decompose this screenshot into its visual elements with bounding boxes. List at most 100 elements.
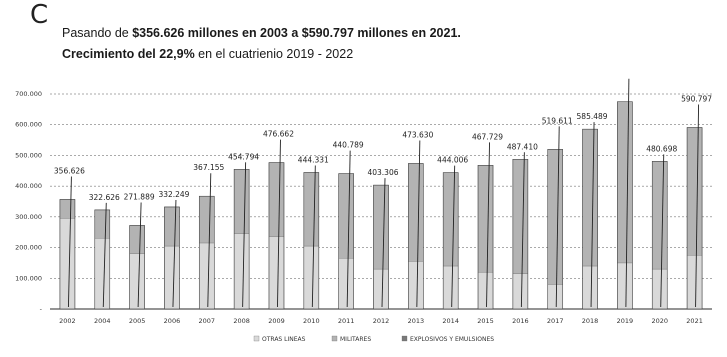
leader-line <box>555 126 560 308</box>
data-label: 440.789 <box>333 141 364 150</box>
bar <box>512 158 529 310</box>
bar <box>408 163 424 310</box>
leader-line <box>242 162 247 308</box>
leader-line <box>311 165 316 308</box>
bar-segment <box>59 218 76 310</box>
bar-segment <box>547 149 563 285</box>
leader-line <box>590 122 595 308</box>
data-label: 367.155 <box>193 163 224 172</box>
bar-segment <box>652 268 668 310</box>
bar <box>373 184 389 310</box>
bar-segment <box>443 172 459 267</box>
data-label: 322.626 <box>89 193 120 202</box>
bar <box>59 199 76 310</box>
x-tick-label: 2014 <box>442 317 459 325</box>
bar-segment <box>338 173 354 259</box>
legend-label: OTRAS LINEAS <box>262 336 306 343</box>
subheadline: Crecimiento del 22,9% en el cuatrienio 2… <box>62 47 461 61</box>
leader-line <box>416 140 421 308</box>
y-tick-label: 300.000 <box>15 213 42 221</box>
leader-line <box>277 139 281 308</box>
bar-segment <box>199 242 215 310</box>
leader-line <box>695 104 700 308</box>
x-tick-label: 2008 <box>233 317 250 325</box>
bar-segment <box>582 265 598 310</box>
subheadline-bold: Crecimiento del 22,9% <box>62 47 195 61</box>
x-tick-label: 2020 <box>651 317 668 325</box>
y-tick-label: 100.000 <box>15 274 42 282</box>
x-tick-label: 2009 <box>268 317 285 325</box>
data-label: 332.249 <box>158 190 189 199</box>
x-tick-label: 2002 <box>59 317 76 325</box>
bar-segment <box>443 265 459 310</box>
bar <box>338 173 354 310</box>
x-tick-label: 2013 <box>408 317 425 325</box>
x-tick-label: 2011 <box>338 317 355 325</box>
bar-segment <box>617 262 633 310</box>
bar-segment <box>268 236 285 310</box>
bar-segment <box>164 245 180 310</box>
data-label: 473.630 <box>402 131 433 140</box>
leader-line <box>451 165 456 308</box>
bar-segment <box>233 233 250 310</box>
bar-segment <box>268 162 285 237</box>
bar-segment <box>373 184 389 270</box>
bar-segment <box>512 159 529 274</box>
stacked-bar-chart: - 100.000 200.000 300.000 400.000 500.000 600.… <box>15 78 712 343</box>
bar <box>164 206 180 310</box>
y-tick-label: - <box>40 305 43 313</box>
bar <box>233 169 250 310</box>
x-tick-label: 2016 <box>512 317 529 325</box>
bar-segment <box>373 268 389 310</box>
bar-segment <box>582 129 598 267</box>
bar <box>651 161 668 310</box>
data-label: 480.698 <box>646 144 677 153</box>
x-tick-label: 2006 <box>164 317 181 325</box>
bar <box>268 162 285 310</box>
bar <box>94 209 111 310</box>
chart-header: Pasando de $356.626 millones en 2003 a $… <box>62 26 461 61</box>
x-tick-label: 2019 <box>617 317 634 325</box>
legend-swatch <box>253 335 260 342</box>
bar-segment <box>512 273 529 310</box>
legend-label: MILITARES <box>340 336 371 343</box>
data-label: 519.611 <box>542 116 573 125</box>
x-tick-label: 2010 <box>303 317 320 325</box>
bar <box>547 149 564 310</box>
bar-segment <box>652 161 668 270</box>
leader-line <box>520 152 525 308</box>
corner-letter: C <box>30 0 49 30</box>
data-label: 487.410 <box>507 142 538 151</box>
headline-prefix: Pasando de <box>62 26 133 40</box>
x-tick-label: 2018 <box>582 317 599 325</box>
leader-line <box>625 78 630 308</box>
bar <box>477 165 494 310</box>
legend-swatch <box>331 335 338 342</box>
legend-swatch <box>401 335 408 342</box>
bar-segment <box>477 165 494 273</box>
data-label: 444.006 <box>437 156 468 165</box>
leader-line <box>660 154 665 308</box>
data-label: 444.331 <box>298 156 329 165</box>
data-label: 454.794 <box>228 152 259 161</box>
bar-segment <box>408 163 424 262</box>
bar <box>442 172 459 310</box>
data-label: 467.729 <box>472 132 503 141</box>
bar <box>303 172 320 310</box>
x-tick-label: 2021 <box>686 317 703 325</box>
data-label: 590.797 <box>681 95 712 104</box>
leader-line <box>137 202 142 308</box>
bar-segment <box>338 258 354 310</box>
bar <box>617 101 633 310</box>
bar-segment <box>233 169 250 234</box>
leader-line <box>381 178 386 308</box>
bar-segment <box>199 196 215 244</box>
bar-segment <box>686 255 703 310</box>
bar-segment <box>477 271 494 310</box>
bar-segment <box>164 206 180 247</box>
leader-line <box>207 173 212 308</box>
y-tick-label: 700.000 <box>15 90 42 98</box>
y-tick-label: 400.000 <box>15 182 42 190</box>
leader-line <box>67 176 72 308</box>
data-label: 356.626 <box>54 166 85 175</box>
